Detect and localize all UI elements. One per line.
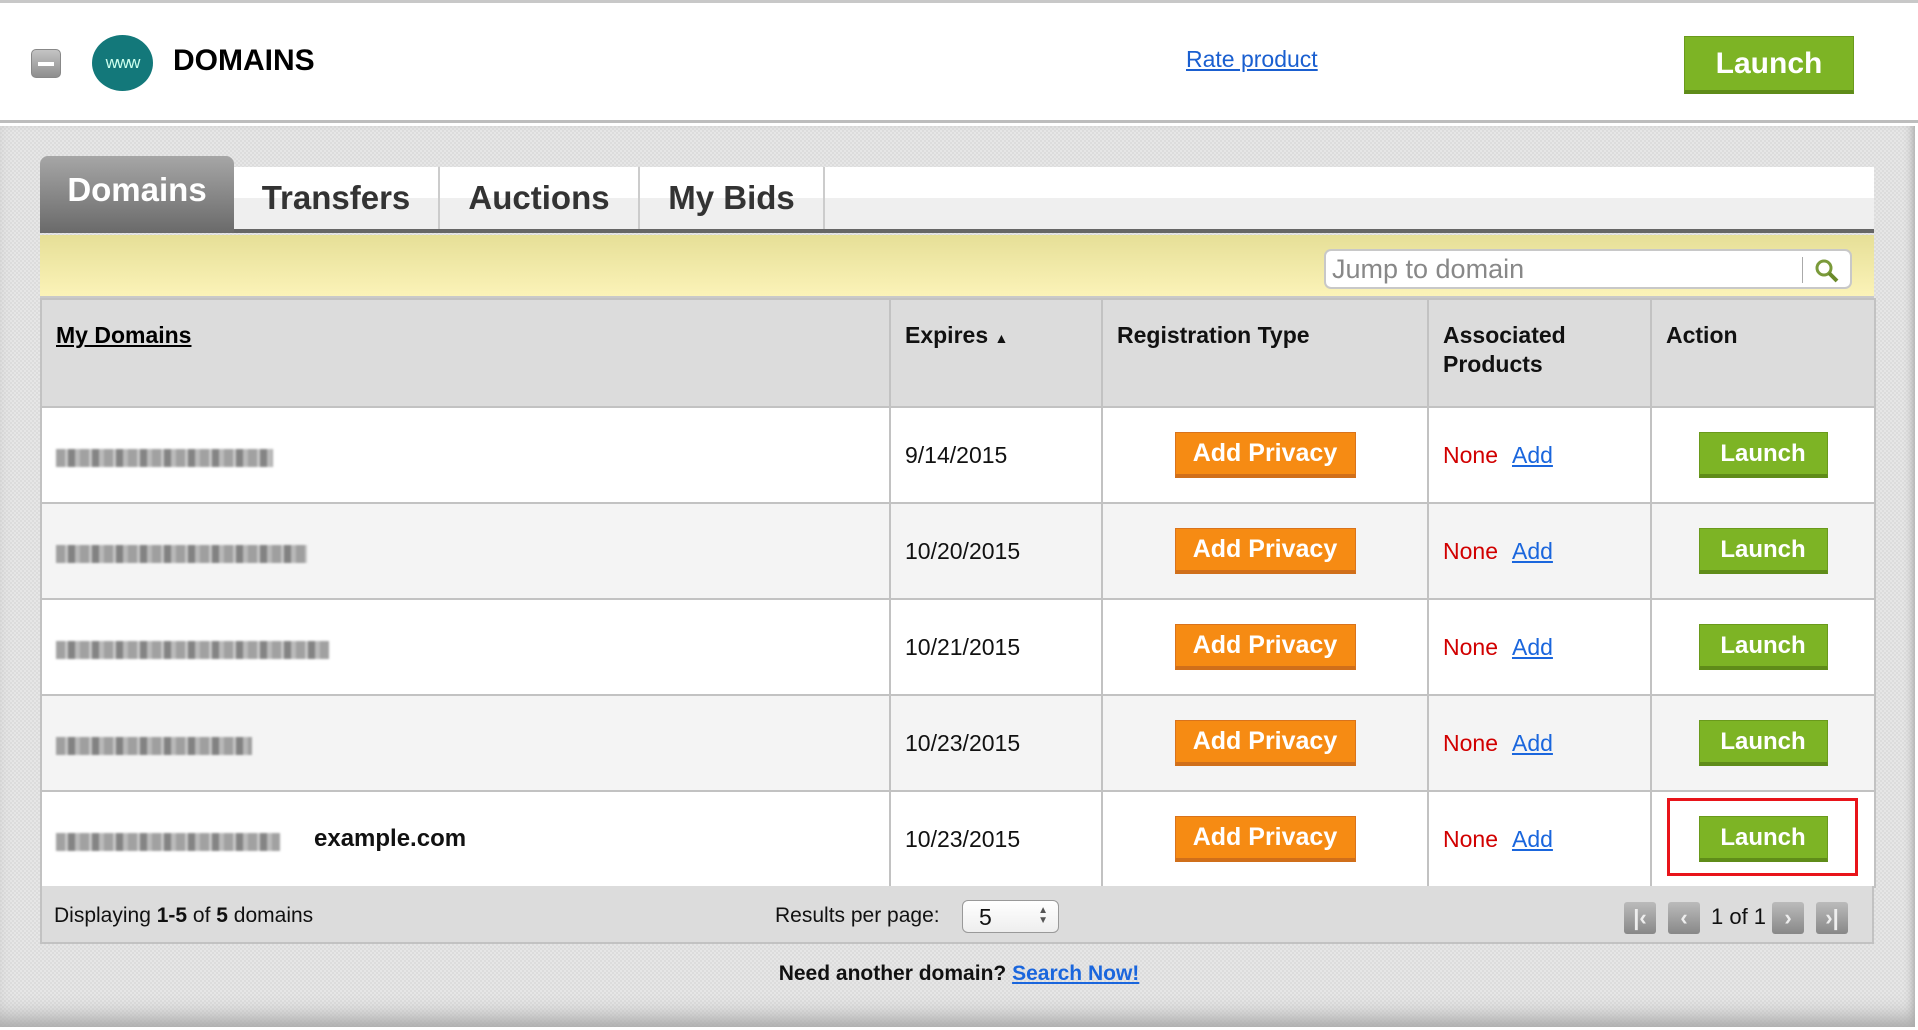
expires-cell: 10/23/2015 xyxy=(889,790,1103,888)
tab-auctions[interactable]: Auctions xyxy=(440,167,640,229)
header xyxy=(0,3,1918,123)
expires-cell: 10/21/2015 xyxy=(889,598,1103,696)
domain-cell[interactable]: example.com xyxy=(40,790,891,888)
my-domains-sort-link[interactable]: My Domains xyxy=(56,322,192,348)
jump-to-domain-field xyxy=(1324,249,1852,289)
previous-page-icon[interactable]: ‹ xyxy=(1668,902,1700,934)
redacted-domain-name[interactable] xyxy=(56,736,252,755)
next-page-icon[interactable]: › xyxy=(1772,902,1804,934)
products-cell: None Add xyxy=(1427,406,1652,504)
results-per-page-value: 5 xyxy=(979,904,992,930)
expires-header[interactable]: Expires xyxy=(905,322,989,348)
products-none: None xyxy=(1443,825,1498,852)
products-cell: None Add xyxy=(1427,694,1652,792)
page-indicator: 1 of 1 xyxy=(1711,904,1767,929)
products-cell: None Add xyxy=(1427,790,1652,888)
domain-cell[interactable] xyxy=(40,694,891,792)
table-row: 9/14/2015 Add Privacy None Add Launch xyxy=(40,406,1876,504)
highlight-box xyxy=(1667,798,1858,876)
action-cell: Launch xyxy=(1650,502,1876,600)
launch-domain-button[interactable]: Launch xyxy=(1698,816,1828,862)
table-header-row: My Domains Expires ▲ Registration Type A… xyxy=(40,298,1876,408)
column-registration-type: Registration Type xyxy=(1101,298,1429,408)
column-my-domains[interactable]: My Domains xyxy=(40,298,891,408)
domain-cell[interactable] xyxy=(40,502,891,600)
add-product-link[interactable]: Add xyxy=(1511,729,1553,756)
tab-my-bids[interactable]: My Bids xyxy=(640,167,825,229)
search-icon[interactable] xyxy=(1813,257,1841,285)
table-row: example.com 10/23/2015 Add Privacy None A… xyxy=(40,790,1876,888)
table-footer: Displaying 1-5 of 5 domains Results per … xyxy=(40,886,1874,944)
last-page-icon[interactable]: ›| xyxy=(1816,902,1848,934)
logo-text: www xyxy=(105,53,141,72)
table-row: 10/23/2015 Add Privacy None Add Launch xyxy=(40,694,1876,792)
registration-cell: Add Privacy xyxy=(1101,406,1429,504)
launch-domain-button[interactable]: Launch xyxy=(1698,720,1828,766)
column-action: Action xyxy=(1650,298,1876,408)
table-row: 10/20/2015 Add Privacy None Add Launch xyxy=(40,502,1876,600)
rate-product-link[interactable]: Rate product xyxy=(1186,46,1318,72)
launch-domain-button[interactable]: Launch xyxy=(1698,528,1828,574)
products-none: None xyxy=(1443,441,1498,468)
add-product-link[interactable]: Add xyxy=(1511,441,1553,468)
first-page-icon[interactable]: |‹ xyxy=(1624,902,1656,934)
launch-domain-button[interactable]: Launch xyxy=(1698,624,1828,670)
results-per-page-label: Results per page: xyxy=(775,904,940,927)
table-row: 10/21/2015 Add Privacy None Add Launch xyxy=(40,598,1876,696)
add-product-link[interactable]: Add xyxy=(1511,825,1553,852)
results-per-page-select[interactable]: 5 ▲ ▼ xyxy=(962,900,1059,933)
registration-cell: Add Privacy xyxy=(1101,502,1429,600)
redacted-domain-name[interactable] xyxy=(56,640,329,659)
action-cell: Launch xyxy=(1650,694,1876,792)
redacted-domain-name[interactable] xyxy=(56,544,307,563)
action-cell: Launch xyxy=(1650,406,1876,504)
divider xyxy=(1802,257,1803,283)
domain-label: example.com xyxy=(314,825,467,852)
redacted-domain-name[interactable] xyxy=(56,448,273,467)
add-product-link[interactable]: Add xyxy=(1511,633,1553,660)
add-privacy-button[interactable]: Add Privacy xyxy=(1174,624,1356,670)
products-none: None xyxy=(1443,633,1498,660)
search-now-link[interactable]: Search Now! xyxy=(1012,962,1140,985)
registration-cell: Add Privacy xyxy=(1101,790,1429,888)
expires-cell: 9/14/2015 xyxy=(889,406,1103,504)
add-privacy-button[interactable]: Add Privacy xyxy=(1174,528,1356,574)
tab-bar xyxy=(40,167,1874,233)
stepper-arrows-icon: ▲ ▼ xyxy=(1038,905,1048,926)
redacted-domain-name[interactable] xyxy=(56,832,280,851)
page-title: DOMAINS xyxy=(173,44,315,77)
action-cell: Launch xyxy=(1650,598,1876,696)
jump-to-domain-input[interactable] xyxy=(1332,253,1802,285)
expires-cell: 10/23/2015 xyxy=(889,694,1103,792)
add-privacy-button[interactable]: Add Privacy xyxy=(1174,432,1356,478)
action-cell: Launch xyxy=(1650,790,1876,888)
tab-transfers[interactable]: Transfers xyxy=(234,167,440,229)
products-cell: None Add xyxy=(1427,502,1652,600)
column-expires[interactable]: Expires ▲ xyxy=(889,298,1103,408)
sort-ascending-icon: ▲ xyxy=(994,330,1009,346)
products-none: None xyxy=(1443,537,1498,564)
add-privacy-button[interactable]: Add Privacy xyxy=(1174,816,1356,862)
tab-domains[interactable]: Domains xyxy=(40,156,234,233)
expires-cell: 10/20/2015 xyxy=(889,502,1103,600)
collapse-icon[interactable] xyxy=(31,49,61,78)
add-product-link[interactable]: Add xyxy=(1511,537,1553,564)
add-privacy-button[interactable]: Add Privacy xyxy=(1174,720,1356,766)
domain-cell[interactable] xyxy=(40,598,891,696)
registration-cell: Add Privacy xyxy=(1101,694,1429,792)
column-associated-products: Associated Products xyxy=(1427,298,1652,408)
launch-domain-button[interactable]: Launch xyxy=(1698,432,1828,478)
products-none: None xyxy=(1443,729,1498,756)
top-border xyxy=(0,0,1918,3)
www-globe-icon: www xyxy=(92,35,153,91)
products-cell: None Add xyxy=(1427,598,1652,696)
registration-cell: Add Privacy xyxy=(1101,598,1429,696)
domain-cell[interactable] xyxy=(40,406,891,504)
need-another-domain: Need another domain? Search Now! xyxy=(778,962,1140,985)
displaying-count: Displaying 1-5 of 5 domains xyxy=(54,904,314,927)
launch-button[interactable]: Launch xyxy=(1684,36,1854,94)
domains-table: My Domains Expires ▲ Registration Type A… xyxy=(40,298,1876,888)
